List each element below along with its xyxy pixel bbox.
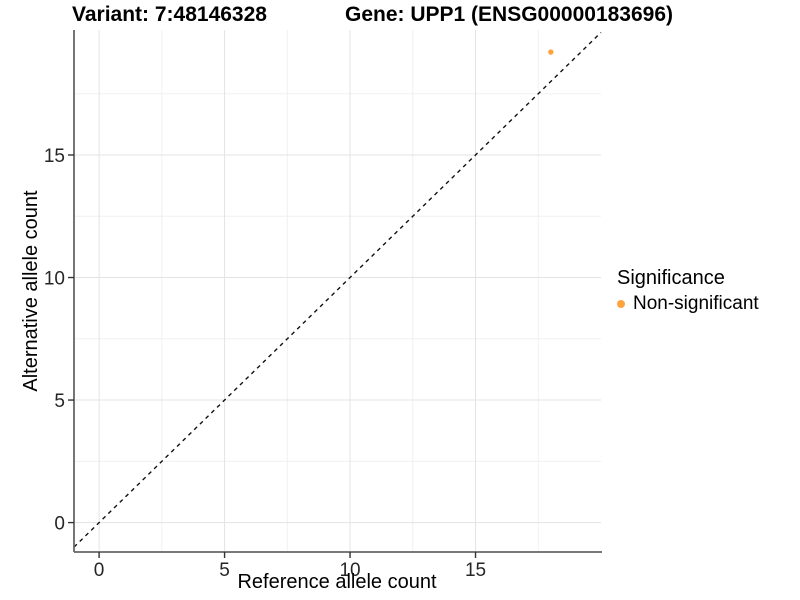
legend-item-non-significant: Non-significant bbox=[617, 293, 759, 315]
legend-item-label: Non-significant bbox=[633, 293, 759, 314]
x-tick-label: 15 bbox=[465, 560, 486, 581]
legend: Significance Non-significant bbox=[617, 267, 759, 315]
x-tick-label: 0 bbox=[94, 560, 105, 581]
y-tick-label: 15 bbox=[44, 146, 65, 167]
x-axis-title: Reference allele count bbox=[237, 571, 437, 593]
x-tick-label: 5 bbox=[219, 560, 230, 581]
y-axis-title: Alternative allele count bbox=[20, 190, 42, 392]
y-tick-label: 0 bbox=[54, 514, 65, 535]
y-tick-label: 10 bbox=[44, 269, 65, 290]
legend-title: Significance bbox=[617, 267, 725, 289]
y-tick-label: 5 bbox=[54, 391, 65, 412]
data-point bbox=[548, 49, 554, 55]
identity-dashed-line bbox=[73, 31, 602, 548]
legend-point-icon bbox=[617, 300, 625, 308]
x-tick-label: 10 bbox=[339, 560, 360, 581]
plot-title-gene: Gene: UPP1 (ENSG00000183696) bbox=[345, 3, 674, 26]
plot-title-variant: Variant: 7:48146328 bbox=[72, 3, 267, 26]
